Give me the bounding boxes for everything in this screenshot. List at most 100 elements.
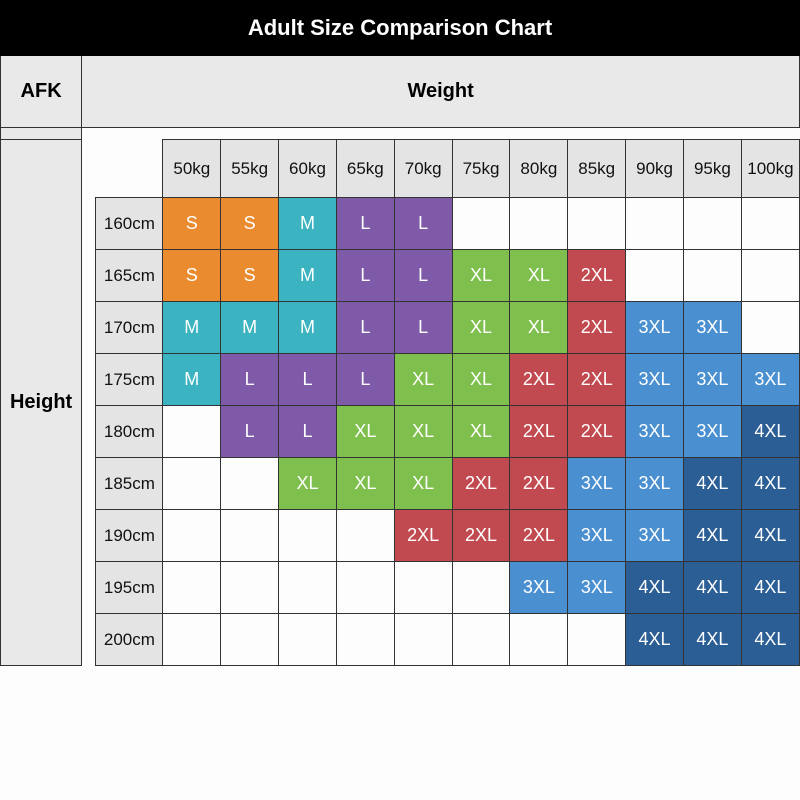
column-header: 95kg	[683, 140, 741, 198]
gap	[82, 562, 96, 614]
empty-cell	[163, 562, 221, 614]
size-cell: 4XL	[683, 458, 741, 510]
gap	[82, 406, 96, 458]
empty-cell	[683, 250, 741, 302]
empty-cell	[279, 562, 337, 614]
gap	[82, 458, 96, 510]
size-cell: S	[163, 198, 221, 250]
size-cell: XL	[279, 458, 337, 510]
size-cell: 2XL	[510, 406, 568, 458]
size-cell: 3XL	[568, 562, 626, 614]
empty-cell	[568, 614, 626, 666]
size-cell: 2XL	[510, 458, 568, 510]
column-header: 55kg	[221, 140, 279, 198]
size-cell: 4XL	[741, 406, 799, 458]
size-cell: XL	[452, 250, 510, 302]
column-header: 60kg	[279, 140, 337, 198]
size-cell: XL	[452, 354, 510, 406]
empty-cell	[452, 562, 510, 614]
gap	[82, 614, 96, 666]
gap	[82, 140, 96, 198]
row-header: 190cm	[96, 510, 163, 562]
row-header: 200cm	[96, 614, 163, 666]
size-cell: XL	[394, 406, 452, 458]
size-cell: XL	[452, 406, 510, 458]
size-cell: L	[221, 354, 279, 406]
size-cell: 2XL	[510, 510, 568, 562]
empty-cell	[394, 614, 452, 666]
size-cell: M	[279, 250, 337, 302]
empty-cell	[163, 458, 221, 510]
size-cell: 2XL	[568, 354, 626, 406]
size-cell: L	[336, 198, 394, 250]
empty-cell	[394, 562, 452, 614]
size-cell: 2XL	[510, 354, 568, 406]
empty-cell	[741, 250, 799, 302]
size-cell: 3XL	[626, 354, 684, 406]
size-cell: 2XL	[452, 458, 510, 510]
corner-label: AFK	[1, 56, 82, 128]
empty-cell	[163, 406, 221, 458]
row-header: 185cm	[96, 458, 163, 510]
size-cell: S	[221, 198, 279, 250]
column-header: 90kg	[626, 140, 684, 198]
size-cell: 4XL	[741, 614, 799, 666]
size-cell: 4XL	[626, 562, 684, 614]
row-header: 180cm	[96, 406, 163, 458]
size-cell: XL	[336, 458, 394, 510]
size-cell: L	[221, 406, 279, 458]
size-cell: 3XL	[683, 302, 741, 354]
row-header: 195cm	[96, 562, 163, 614]
empty-cell	[163, 510, 221, 562]
size-cell: M	[221, 302, 279, 354]
empty-cell	[568, 198, 626, 250]
empty-cell	[279, 614, 337, 666]
size-cell: 3XL	[510, 562, 568, 614]
gap	[82, 250, 96, 302]
column-header: 100kg	[741, 140, 799, 198]
gap	[82, 302, 96, 354]
y-axis-label: Height	[1, 140, 82, 666]
size-cell: 2XL	[394, 510, 452, 562]
size-cell: 4XL	[741, 458, 799, 510]
size-cell: 3XL	[568, 458, 626, 510]
size-cell: L	[336, 302, 394, 354]
size-cell: M	[163, 302, 221, 354]
chart-title: Adult Size Comparison Chart	[1, 1, 800, 56]
gap	[82, 198, 96, 250]
size-cell: 2XL	[568, 406, 626, 458]
size-cell: 3XL	[568, 510, 626, 562]
column-header: 75kg	[452, 140, 510, 198]
size-cell: 4XL	[683, 510, 741, 562]
empty-cell	[221, 614, 279, 666]
column-header: 65kg	[336, 140, 394, 198]
size-cell: L	[336, 354, 394, 406]
empty-cell	[336, 562, 394, 614]
size-cell: 3XL	[741, 354, 799, 406]
size-cell: M	[163, 354, 221, 406]
size-cell: S	[163, 250, 221, 302]
size-cell: L	[394, 250, 452, 302]
size-cell: 2XL	[452, 510, 510, 562]
size-cell: 4XL	[626, 614, 684, 666]
size-cell: XL	[510, 302, 568, 354]
column-header: 80kg	[510, 140, 568, 198]
size-cell: S	[221, 250, 279, 302]
gap	[82, 510, 96, 562]
row-header: 175cm	[96, 354, 163, 406]
size-cell: 3XL	[683, 354, 741, 406]
size-cell: XL	[510, 250, 568, 302]
empty-cell	[452, 614, 510, 666]
row-header: 160cm	[96, 198, 163, 250]
size-cell: 3XL	[626, 406, 684, 458]
size-cell: 4XL	[741, 562, 799, 614]
empty-cell	[221, 458, 279, 510]
column-header: 85kg	[568, 140, 626, 198]
empty-cell	[510, 198, 568, 250]
empty-cell	[626, 250, 684, 302]
size-cell: XL	[452, 302, 510, 354]
corner-blank	[96, 140, 163, 198]
size-cell: L	[336, 250, 394, 302]
empty-cell	[336, 614, 394, 666]
size-cell: 3XL	[626, 458, 684, 510]
